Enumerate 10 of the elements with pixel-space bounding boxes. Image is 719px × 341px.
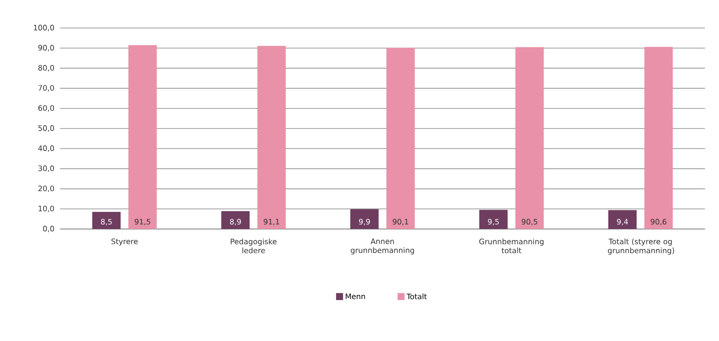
bar <box>257 46 286 229</box>
bar <box>515 47 544 229</box>
bar <box>350 209 379 229</box>
bar <box>608 210 637 229</box>
bar <box>128 45 157 229</box>
bar <box>644 46 673 229</box>
bar <box>479 210 508 229</box>
bar <box>92 212 121 229</box>
bar <box>221 211 250 229</box>
bar <box>386 48 415 229</box>
